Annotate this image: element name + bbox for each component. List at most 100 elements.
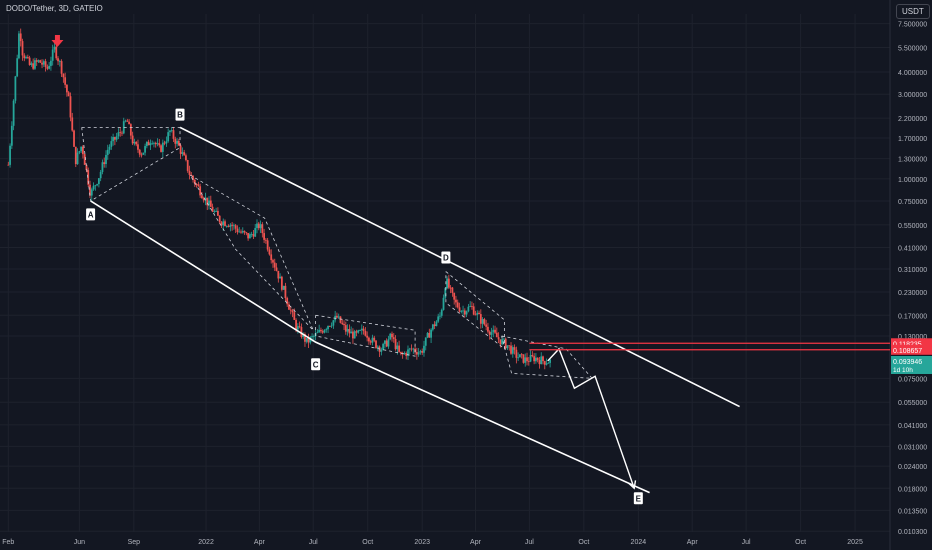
candle-body	[14, 76, 17, 101]
resistance-label: 0.118235	[893, 341, 922, 348]
candle-body	[145, 141, 148, 147]
candle-body	[321, 331, 324, 333]
candle-body	[12, 100, 15, 126]
candle-body	[254, 228, 257, 237]
candle-body	[250, 234, 253, 235]
time-tick-label: Sep	[128, 539, 141, 546]
candle-body	[170, 130, 173, 132]
candle-body	[160, 145, 162, 152]
candle-body	[451, 287, 454, 293]
candle-body	[224, 221, 226, 227]
price-tick-label: 0.750000	[898, 199, 927, 206]
candle-body	[373, 337, 376, 341]
candle-body	[85, 164, 88, 171]
candle-body	[437, 316, 440, 322]
candle-body	[124, 120, 127, 122]
candle-body	[73, 130, 75, 147]
candle-body	[362, 328, 365, 331]
candle-body	[140, 154, 143, 156]
candle-body	[138, 149, 141, 155]
candle-body	[176, 140, 178, 144]
current-price-bg	[891, 355, 932, 374]
candle-body	[399, 351, 402, 354]
candle-body	[240, 231, 242, 233]
candle-body	[527, 361, 530, 363]
candle-body	[21, 41, 24, 56]
candle-body	[66, 84, 68, 93]
candle-body	[135, 141, 138, 145]
candle-body	[225, 226, 228, 227]
candle-body	[185, 155, 187, 161]
candle-body	[487, 326, 489, 332]
candle-body	[440, 309, 443, 316]
candle-body	[7, 164, 10, 166]
wave-label: B	[177, 111, 183, 120]
candle-body	[444, 288, 447, 298]
countdown-label: 1d 10h	[893, 367, 913, 374]
wave-c-box	[315, 314, 416, 357]
wave-label-box	[441, 251, 451, 264]
candle-body	[501, 339, 504, 345]
candle-body	[169, 130, 171, 133]
candle-body	[90, 189, 93, 196]
candle-body	[282, 285, 285, 290]
candle-body	[279, 276, 281, 279]
wave-label: E	[636, 494, 642, 503]
candle-body	[396, 345, 399, 350]
price-tick-label: 0.230000	[898, 290, 927, 297]
candle-body	[74, 146, 77, 165]
candle-body	[471, 305, 473, 307]
candle-body	[48, 65, 51, 69]
candle-body	[222, 221, 225, 226]
candle-body	[350, 331, 353, 334]
candle-body	[217, 210, 219, 216]
candle-body	[481, 319, 484, 324]
candle-body	[151, 143, 154, 145]
candle-body	[18, 33, 20, 59]
candle-body	[215, 210, 218, 212]
candle-body	[179, 145, 182, 154]
candle-body	[232, 225, 235, 227]
candle-body	[360, 328, 363, 331]
candle-body	[115, 136, 118, 140]
symbol-title: DODO/Tether, 3D, GATEIO	[6, 4, 103, 13]
candle-body	[336, 315, 338, 318]
candle-body	[32, 63, 35, 69]
candle-body	[307, 338, 310, 343]
grid-lines	[0, 0, 891, 550]
candle-body	[479, 314, 482, 324]
candle-body	[485, 324, 488, 327]
candle-body	[238, 231, 241, 233]
candle-body	[80, 146, 83, 152]
candle-body	[375, 340, 377, 348]
candle-body	[435, 321, 438, 327]
candle-body	[103, 162, 106, 165]
candle-body	[71, 117, 74, 131]
candle-body	[34, 60, 36, 69]
candle-body	[442, 297, 445, 310]
candle-body	[39, 60, 42, 63]
candle-body	[424, 337, 427, 346]
candle-body	[289, 309, 292, 311]
candle-body	[385, 340, 388, 347]
price-axis[interactable]: 7.500000 5.500000 4.000000 3.000000 2.200000…	[891, 22, 932, 537]
candle-body	[177, 140, 180, 146]
candle-body	[511, 347, 514, 354]
candle-body	[26, 57, 29, 58]
candle-body	[23, 55, 26, 59]
candle-body	[534, 357, 537, 362]
candle-body	[344, 325, 347, 332]
candle-body	[44, 61, 47, 67]
candle-body	[58, 61, 61, 62]
price-tick-label: 5.500000	[898, 46, 927, 53]
candle-body	[25, 57, 27, 59]
time-axis[interactable]: Feb Jun Sep 2022 Apr Jul Oct 2023 Apr Jul Oct 2024 A…	[2, 539, 863, 546]
candle-body	[412, 348, 415, 350]
currency-badge[interactable]: USDT	[896, 4, 930, 19]
price-tick-label: 0.013500	[898, 508, 927, 515]
price-tick-label: 3.000000	[898, 92, 927, 99]
candle-body	[355, 331, 358, 333]
candle-body	[243, 230, 246, 233]
candle-body	[133, 141, 136, 144]
